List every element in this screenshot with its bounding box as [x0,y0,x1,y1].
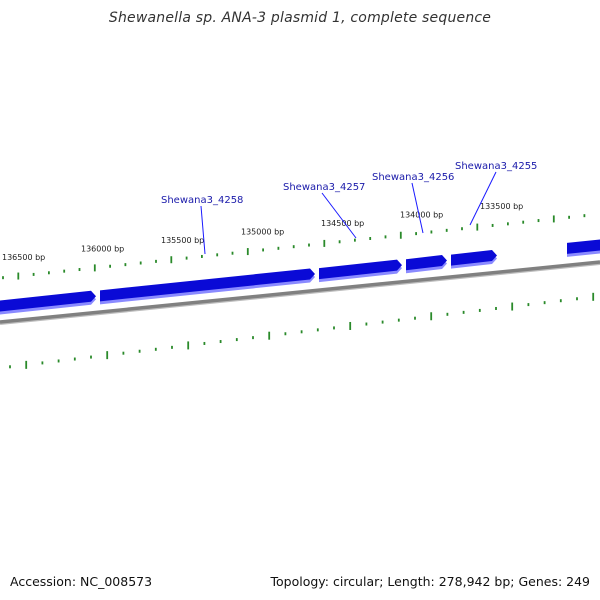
scale-tick-label: 136000 bp [81,244,124,253]
gene-leader-line [200,205,206,255]
inner-tick-track [9,292,595,369]
sequence-backbone [0,260,600,325]
gene-arrow [319,259,402,283]
scale-tick-label: 133500 bp [480,202,523,211]
gene-label: Shewana3_4255 [455,161,537,172]
scale-tick-label: 135000 bp [241,227,284,236]
scale-tick-label: 134500 bp [321,219,364,228]
topology-summary-text: Topology: circular; Length: 278,942 bp; … [270,574,591,589]
scale-tick-label: 135500 bp [161,236,204,245]
scale-tick-label: 136500 bp [2,253,45,262]
gene-labels: Shewana3_4258 Shewana3_4257 Shewana3_4256S… [161,161,537,255]
gene-leader-line [469,171,497,226]
gene-arrow [100,268,315,305]
accession-text: Accession: NC_008573 [10,574,153,589]
gene-arrow [406,255,447,274]
gene-leader-line [411,182,424,234]
gene-arrow-body [451,249,497,266]
gene-track [0,239,600,315]
gene-arrow-body [567,239,600,254]
gene-label: Shewana3_4257 [283,182,365,193]
gene-arrow-body [319,259,402,280]
gene-arrow-body [406,255,447,271]
gene-label: Shewana3_4256 [372,172,454,183]
gene-leader-line [321,192,357,239]
gene-arrow-body [0,290,96,312]
gene-arrow-body [100,268,315,302]
scale-tick-label: 134000 bp [400,210,443,219]
scale-tick-labels: 136500 bp 136000 bp 135500 bp 135000 bp 1345… [2,202,523,262]
outer-tick-track [2,214,586,280]
backbone-line [0,260,600,324]
gene-arrow [567,239,600,257]
map-title: Shewanella sp. ANA-3 plasmid 1, complete… [108,10,492,26]
gene-arrow [451,249,497,269]
gene-label: Shewana3_4258 [161,195,243,206]
gene-arrow [0,290,96,315]
